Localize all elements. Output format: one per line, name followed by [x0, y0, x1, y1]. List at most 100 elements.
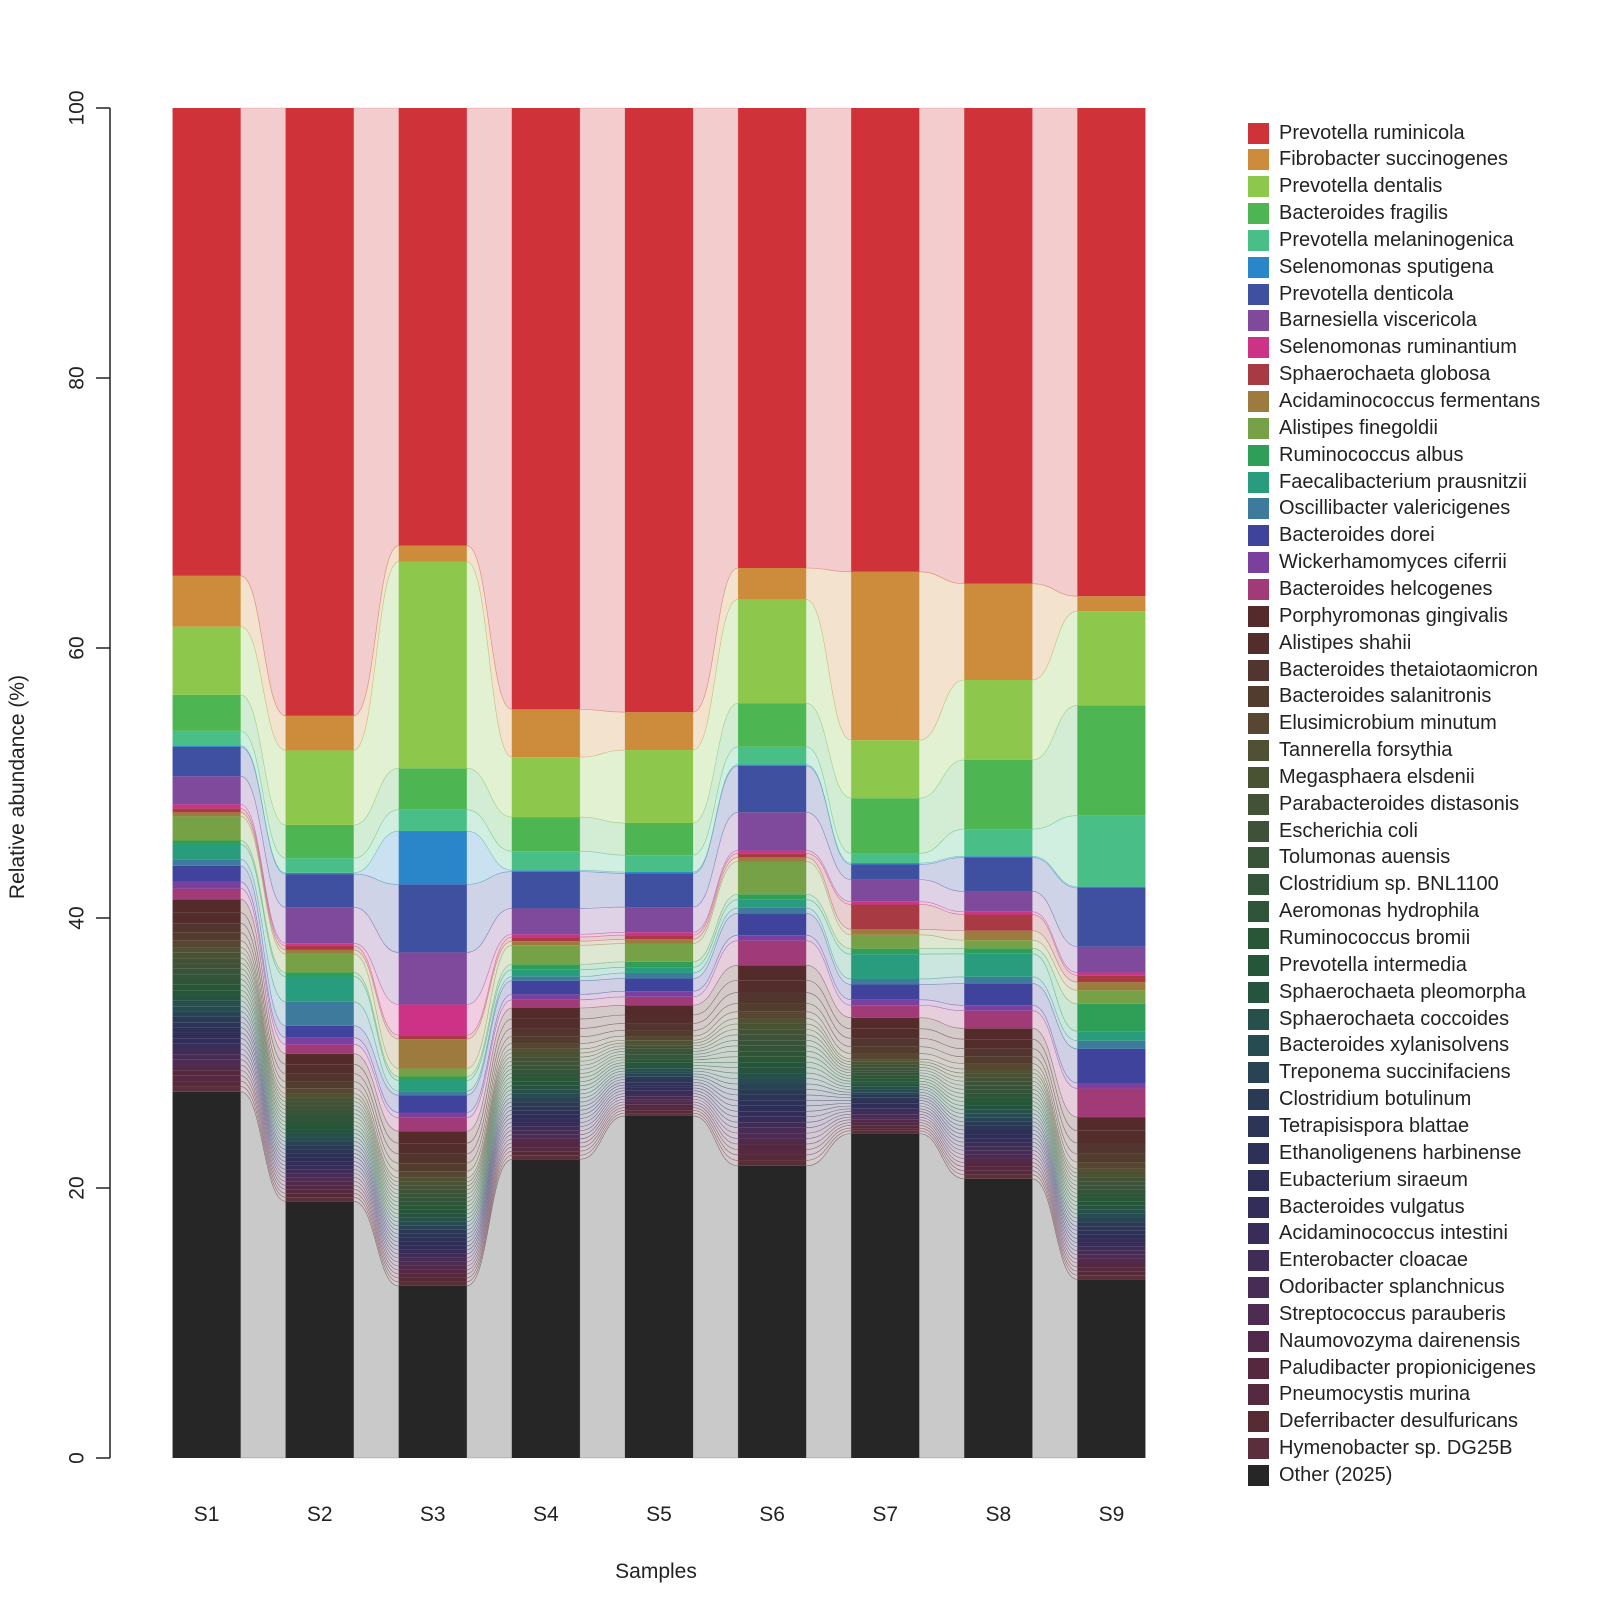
bar-segment: [851, 740, 920, 799]
legend-item: Clostridium sp. BNL1100: [1248, 872, 1499, 898]
flow-ribbon: [918, 1017, 965, 1040]
flow-ribbon: [692, 1112, 739, 1167]
bar-segment: [625, 1030, 693, 1037]
flow-ribbon: [805, 940, 852, 1018]
flow-ribbon: [918, 983, 965, 1006]
bar-segment: [738, 1029, 807, 1035]
flow-ribbon: [918, 929, 965, 941]
bar-segment: [511, 1028, 580, 1037]
flow-ribbon: [918, 1075, 965, 1098]
legend-item: Other (2025): [1248, 1463, 1392, 1489]
bar-segment: [172, 899, 241, 913]
flow-ribbon: [918, 953, 965, 980]
bar-segment: [738, 850, 807, 854]
flow-ribbon: [805, 1125, 852, 1156]
flow-ribbon: [918, 1053, 965, 1070]
bar-segment: [172, 1038, 241, 1044]
bar-segment: [625, 1099, 693, 1102]
flow-ribbon: [805, 765, 852, 880]
bar-segment: [398, 1229, 467, 1234]
legend-swatch: [1248, 283, 1269, 305]
flow-ribbon: [918, 1122, 965, 1167]
bar-segment: [398, 1261, 467, 1266]
bar-segment: [172, 974, 241, 980]
legend-swatch: [1248, 471, 1269, 493]
flow-ribbon: [692, 1034, 739, 1052]
bar-segment: [625, 1068, 693, 1072]
flow-ribbon: [918, 1080, 965, 1106]
bar-segment: [625, 967, 693, 973]
flow-ribbon: [692, 765, 739, 908]
bar-segment: [511, 1057, 580, 1062]
flow-ribbon: [1032, 1010, 1078, 1118]
legend-label: Wickerhamomyces ciferrii: [1279, 551, 1507, 574]
bar-segment: [511, 908, 580, 935]
bar-segment: [964, 1138, 1033, 1143]
legend-label: Hymenobacter sp. DG25B: [1279, 1437, 1513, 1460]
bar-segment: [1077, 1189, 1146, 1194]
bar-segment: [625, 1093, 693, 1097]
bar-segment: [398, 1068, 467, 1077]
bar-segment: [738, 940, 807, 966]
bar-segment: [1077, 1275, 1146, 1280]
flow-ribbon: [1032, 953, 1078, 1042]
bar-segment: [851, 1005, 920, 1018]
bar-segment: [1077, 990, 1146, 1004]
bar-segment: [172, 995, 241, 1001]
bar-segment: [285, 1044, 354, 1054]
legend-swatch: [1248, 1465, 1269, 1486]
legend-swatch: [1248, 1196, 1269, 1218]
flow-ribbon: [1032, 1089, 1078, 1194]
legend-item: Ruminococcus albus: [1248, 442, 1464, 468]
legend-swatch: [1248, 1357, 1269, 1379]
flow-ribbon: [1032, 891, 1078, 973]
flow-ribbon: [918, 1061, 965, 1078]
flow-ribbon: [805, 907, 852, 985]
bar-segment: [1077, 975, 1146, 983]
bar-segment: [285, 943, 354, 946]
bar-segment: [172, 776, 241, 805]
legend-swatch: [1248, 820, 1269, 842]
bar-segment: [172, 881, 241, 889]
flow-ribbon: [918, 1133, 965, 1459]
bar-segment: [172, 1070, 241, 1076]
bar-segment: [738, 1023, 807, 1030]
legend-label: Sphaerochaeta globosa: [1279, 363, 1491, 386]
flow-ribbon: [805, 1056, 852, 1082]
bar-segment: [851, 999, 920, 1006]
bar-segment: [172, 1086, 241, 1092]
flow-ribbon: [1032, 1048, 1078, 1155]
bar-segment: [398, 1253, 467, 1258]
bar-segment: [1077, 1279, 1146, 1458]
legend-label: Clostridium botulinum: [1279, 1088, 1472, 1111]
flow-ribbon: [692, 1096, 739, 1134]
legend-item: Prevotella denticola: [1248, 281, 1454, 307]
bar-segment: [398, 884, 467, 953]
bar-segment: [625, 907, 693, 933]
bar-segment: [625, 1065, 693, 1069]
flow-ribbon: [918, 1028, 965, 1049]
bar-segment: [851, 1108, 920, 1112]
bar-segment: [398, 1269, 467, 1274]
bar-segment: [1077, 1193, 1146, 1198]
flow-ribbon: [805, 1040, 852, 1074]
flow-ribbon: [692, 934, 739, 998]
bar-segment: [285, 1165, 354, 1170]
bar-segment: [285, 1025, 354, 1038]
bar-segment: [511, 1065, 580, 1070]
x-axis-label: Samples: [615, 1560, 697, 1583]
legend-swatch: [1248, 1169, 1269, 1191]
legend-swatch: [1248, 954, 1269, 976]
bar-segment: [738, 935, 807, 941]
bar-segment: [511, 1077, 580, 1082]
bar-segment: [964, 1077, 1033, 1082]
flow-ribbon: [1032, 1109, 1078, 1215]
flow-ribbon: [1032, 107, 1078, 597]
bar-segment: [172, 859, 241, 866]
bar-segment: [1077, 1238, 1146, 1243]
flow-ribbon: [1032, 1129, 1078, 1235]
bar-segment: [851, 1128, 920, 1131]
bar-segment: [851, 1083, 920, 1087]
legend-label: Fibrobacter succinogenes: [1279, 148, 1509, 171]
bar-segment: [738, 764, 807, 766]
